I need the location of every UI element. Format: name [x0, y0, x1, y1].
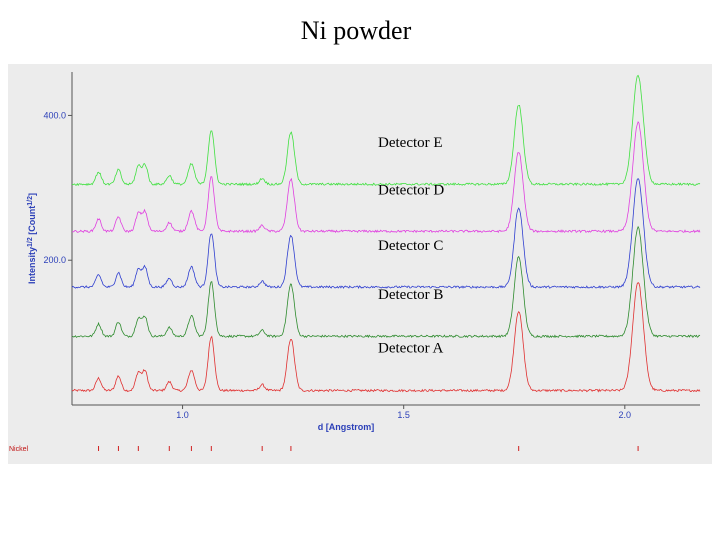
x-tick-label: 1.5	[397, 410, 410, 420]
series-line-detector-c	[71, 177, 701, 289]
series-line-detector-b	[71, 225, 701, 339]
series-label-detector-d: Detector D	[378, 182, 444, 198]
slide-title: Ni powder	[300, 16, 412, 45]
series-label-detector-a: Detector A	[378, 341, 444, 357]
labels-layer: Detector A Detector B Detector C Detector D…	[378, 135, 444, 356]
series-label-detector-e: Detector E	[378, 135, 443, 151]
series-layer	[71, 74, 701, 393]
y-axis-label: Intensity1/2 [Count1/2]	[27, 193, 38, 284]
diffraction-chart: 1.0 1.5 2.0 200.0 400.0 d [Angstrom] Intensity…	[9, 72, 701, 453]
series-line-detector-d	[72, 121, 701, 234]
reflection-markers: Nickel	[9, 446, 639, 453]
x-tick-label: 2.0	[619, 410, 632, 420]
series-line-detector-e	[71, 74, 701, 187]
x-axis-label: d [Angstrom]	[318, 422, 375, 432]
y-tick-label: 400.0	[43, 110, 66, 120]
series-line-detector-a	[71, 282, 701, 393]
nickel-marker-label: Nickel	[9, 446, 29, 453]
series-label-detector-c: Detector C	[378, 238, 443, 254]
series-label-detector-b: Detector B	[378, 287, 443, 303]
x-tick-label: 1.0	[176, 410, 189, 420]
chart-axes: 1.0 1.5 2.0 200.0 400.0 d [Angstrom] Intensity…	[27, 72, 700, 432]
y-tick-label: 200.0	[43, 255, 66, 265]
chart-panel: 1.0 1.5 2.0 200.0 400.0 d [Angstrom] Intensity…	[8, 64, 712, 464]
